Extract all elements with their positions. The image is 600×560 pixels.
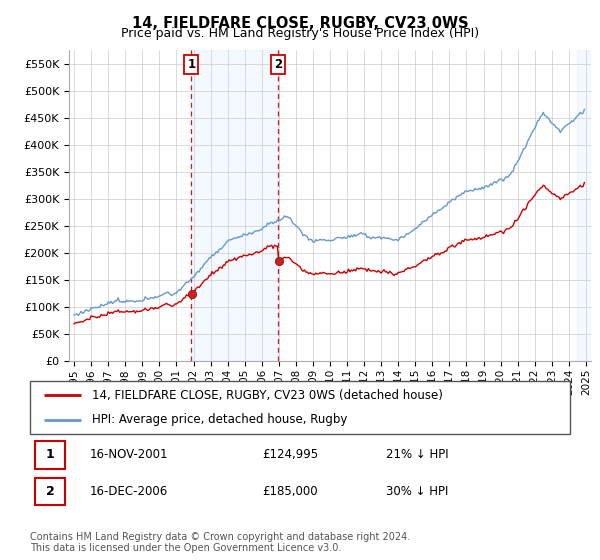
Text: 1: 1 xyxy=(187,58,196,71)
Text: 30% ↓ HPI: 30% ↓ HPI xyxy=(386,485,449,498)
Text: 16-NOV-2001: 16-NOV-2001 xyxy=(89,449,168,461)
Bar xyxy=(577,50,591,361)
Text: Price paid vs. HM Land Registry's House Price Index (HPI): Price paid vs. HM Land Registry's House … xyxy=(121,27,479,40)
Text: HPI: Average price, detached house, Rugby: HPI: Average price, detached house, Rugb… xyxy=(92,413,347,426)
Text: £124,995: £124,995 xyxy=(262,449,319,461)
FancyBboxPatch shape xyxy=(35,478,65,505)
Bar xyxy=(191,50,278,361)
Text: 14, FIELDFARE CLOSE, RUGBY, CV23 0WS: 14, FIELDFARE CLOSE, RUGBY, CV23 0WS xyxy=(131,16,469,31)
Text: 21% ↓ HPI: 21% ↓ HPI xyxy=(386,449,449,461)
FancyBboxPatch shape xyxy=(30,381,570,434)
FancyBboxPatch shape xyxy=(35,441,65,469)
Text: Contains HM Land Registry data © Crown copyright and database right 2024.
This d: Contains HM Land Registry data © Crown c… xyxy=(30,531,410,553)
Text: £185,000: £185,000 xyxy=(262,485,318,498)
Text: 2: 2 xyxy=(274,58,282,71)
Text: 16-DEC-2006: 16-DEC-2006 xyxy=(89,485,167,498)
Text: 2: 2 xyxy=(46,485,55,498)
Text: 14, FIELDFARE CLOSE, RUGBY, CV23 0WS (detached house): 14, FIELDFARE CLOSE, RUGBY, CV23 0WS (de… xyxy=(92,389,443,402)
Text: 1: 1 xyxy=(46,449,55,461)
